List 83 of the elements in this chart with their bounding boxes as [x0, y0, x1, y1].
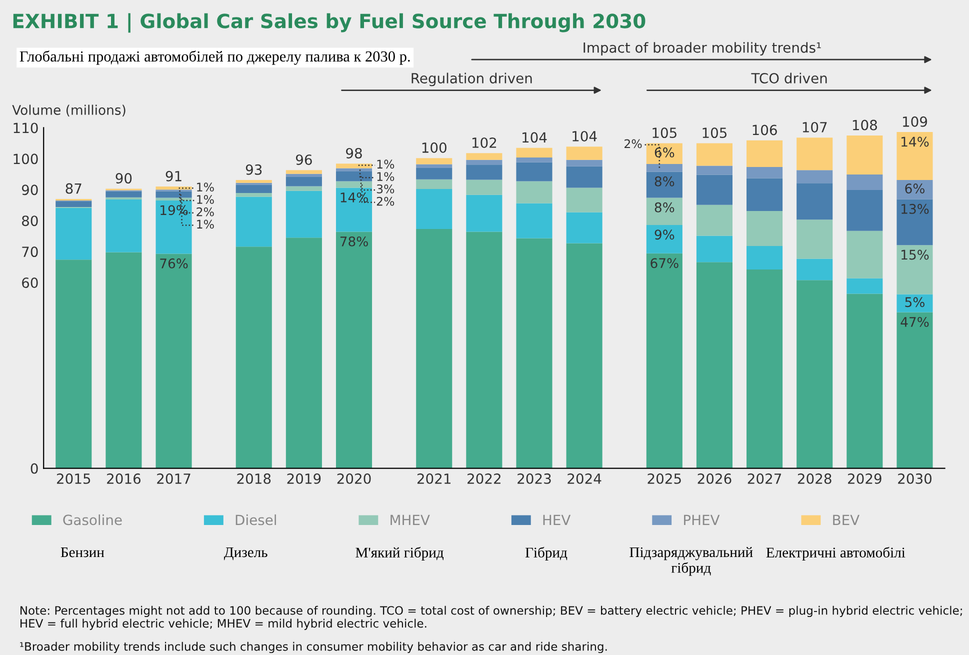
total-label: 87: [66, 183, 82, 194]
y-axis-title: Volume (millions): [12, 104, 126, 117]
annotation: 76%: [160, 258, 188, 268]
legend-label: HEV: [543, 514, 571, 525]
x-tick-label: 2028: [798, 473, 832, 484]
y-tick-label: 0: [30, 463, 38, 474]
y-tick-label: 100: [14, 154, 38, 164]
x-tick-label: 2024: [568, 473, 602, 484]
total-label: 98: [346, 148, 362, 158]
text: Гібрид: [525, 546, 568, 560]
text: ¹Broader mobility trends include such changes in consumer mobility behavior as car and ride sharing.: [20, 642, 607, 654]
annotation: 13%: [902, 204, 929, 214]
legend-label: Diesel: [236, 514, 276, 526]
chart-title: EXHIBIT 1 | Global Car Sales by Fuel Source Through 2030: [13, 13, 646, 33]
total-label: 96: [296, 154, 312, 165]
text: Дизель: [224, 547, 268, 560]
text: Бензин: [60, 547, 104, 558]
text: Note: Percentages might not add to 100 because of rounding. TCO = total cost of ownership; BEV = battery electric vehicle; PHEV = plug-in hybrid electric vehicle; HEV = full hybrid electric vehicle; MHEV = mild hybrid electric vehicle.: [20, 606, 962, 630]
legend-label: BEV: [833, 514, 860, 525]
y-tick-label: 80: [22, 216, 38, 226]
total-label: 93: [246, 164, 262, 175]
annotation: 14%: [902, 136, 929, 147]
x-tick-label: 2026: [698, 473, 732, 484]
annotation: 1%: [377, 160, 394, 169]
annotation: 2%: [196, 207, 214, 216]
x-tick-label: 2029: [848, 473, 882, 484]
x-tick-label: 2018: [237, 473, 271, 484]
total-label: 90: [116, 173, 132, 184]
annotation: 47%: [900, 316, 929, 327]
text: Підзаряджувальний гібрид: [630, 547, 753, 576]
total-label: 104: [522, 132, 547, 143]
annotation: 6%: [654, 147, 674, 158]
y-tick-label: 60: [22, 278, 38, 288]
legend-label: MHEV: [390, 514, 430, 525]
x-tick-label: 2027: [748, 473, 782, 484]
annotation: 6%: [905, 184, 924, 194]
x-tick-label: 2020: [337, 473, 371, 484]
legend-label: PHEV: [684, 514, 720, 525]
text: TCO driven: [751, 72, 827, 84]
y-tick-label: 110: [14, 122, 38, 134]
total-label: 108: [852, 120, 877, 130]
annotation: 1%: [197, 220, 214, 229]
x-tick-label: 2019: [287, 473, 321, 484]
x-tick-label: 2016: [107, 473, 141, 484]
chart-subtitle: Глобальні продажі автомобілей по джерелу палива к 2030 р.: [20, 50, 410, 65]
annotation: 1%: [377, 172, 394, 181]
annotation: 8%: [654, 202, 674, 212]
total-label: 105: [652, 128, 676, 138]
annotation: 67%: [650, 258, 678, 268]
annotation: 1%: [197, 194, 214, 204]
annotation: 1%: [197, 182, 214, 192]
total-label: 104: [572, 130, 597, 142]
annotation: 78%: [340, 236, 368, 246]
x-tick-label: 2015: [56, 473, 90, 484]
text: М'який гібрид: [356, 546, 444, 560]
total-label: 105: [702, 128, 727, 138]
annotation: 2%: [376, 196, 394, 206]
total-label: 100: [422, 142, 446, 153]
legend-label: Gasoline: [63, 514, 122, 526]
annotation: 3%: [376, 184, 394, 194]
text: Електричні автомобілі: [766, 546, 906, 560]
total-label: 91: [166, 170, 182, 182]
y-tick-label: 70: [22, 246, 38, 258]
total-label: 102: [472, 137, 496, 148]
x-tick-label: 2025: [648, 473, 681, 484]
x-tick-label: 2021: [417, 473, 450, 484]
annotation: 5%: [905, 297, 924, 308]
total-label: 106: [752, 124, 777, 136]
annotation: 8%: [654, 176, 674, 186]
annotation: 19%: [160, 205, 188, 216]
x-tick-label: 2030: [898, 473, 932, 484]
x-tick-label: 2017: [157, 473, 190, 484]
y-tick-label: 90: [22, 184, 38, 196]
total-label: 109: [903, 116, 928, 127]
total-label: 107: [802, 122, 827, 132]
text: Regulation driven: [412, 72, 532, 86]
annotation: 2%: [624, 139, 642, 148]
annotation: 14%: [340, 192, 368, 202]
annotation: 9%: [654, 230, 674, 240]
x-tick-label: 2022: [468, 473, 500, 484]
annotation: 15%: [902, 250, 929, 260]
text: Impact of broader mobility trends¹: [584, 42, 821, 56]
x-tick-label: 2023: [518, 473, 551, 484]
